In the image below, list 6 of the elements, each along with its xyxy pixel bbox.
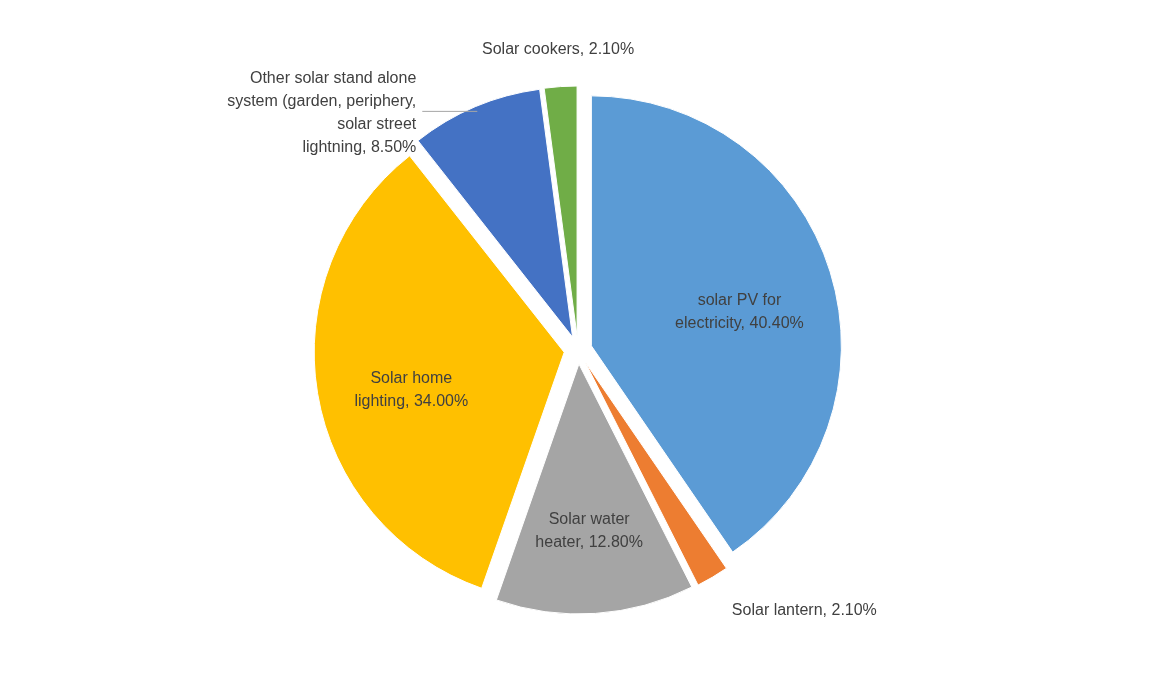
- slice-label: Solar cookers, 2.10%: [482, 39, 635, 57]
- slice-label: Solar water heater, 12.80%: [535, 509, 643, 550]
- slice-label: Other solar stand alone system (garden, periphery, solar street lightning, 8.50%: [227, 69, 417, 156]
- slice-label: Solar lantern, 2.10%: [731, 600, 877, 618]
- slice-label: solar PV for electricity, 40.40%: [675, 291, 804, 332]
- slice-label: Solar home lighting, 34.00%: [354, 368, 469, 409]
